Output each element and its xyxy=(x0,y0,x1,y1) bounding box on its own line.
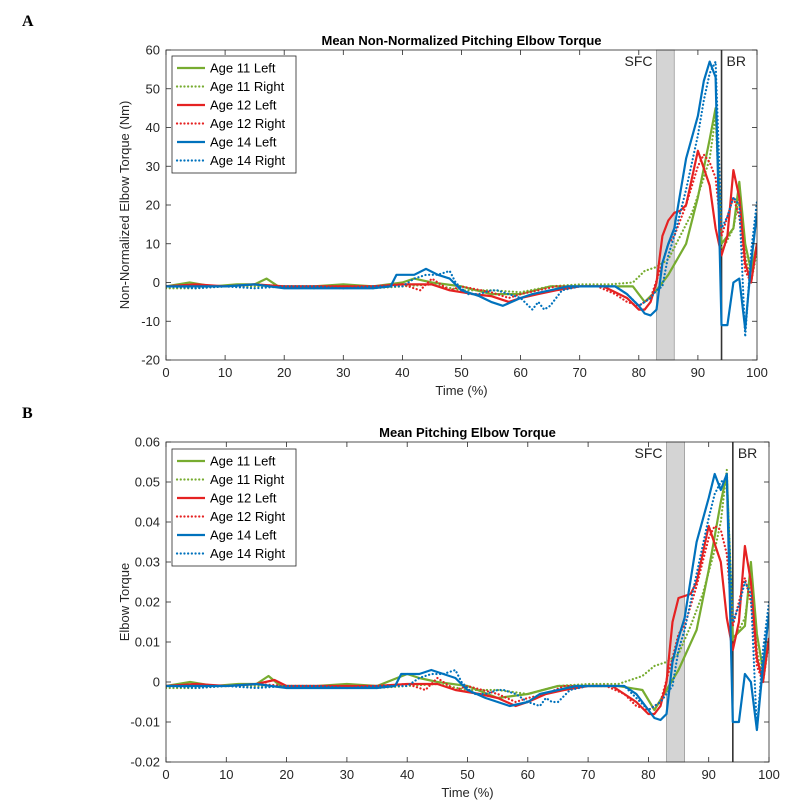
legend-entry: Age 11 Left xyxy=(210,61,276,76)
x-tick-label: 90 xyxy=(701,767,715,782)
y-tick-label: 40 xyxy=(146,120,160,135)
y-tick-label: 0.01 xyxy=(135,635,160,650)
series-line-age-14-right xyxy=(166,60,757,338)
x-tick-label: 80 xyxy=(641,767,655,782)
legend-box xyxy=(171,55,297,174)
chart-title: Mean Non-Normalized Pitching Elbow Torqu… xyxy=(322,33,602,48)
sfc-band xyxy=(666,441,685,763)
y-tick-label: 0.03 xyxy=(135,555,160,570)
y-tick-label: 0 xyxy=(153,675,160,690)
y-tick-label: 10 xyxy=(146,236,160,251)
y-axis-label: Non-Normalized Elbow Torque (Nm) xyxy=(117,101,132,310)
series-line-age-14-right xyxy=(166,476,769,732)
x-tick-label: 60 xyxy=(513,365,527,380)
y-tick-label: 60 xyxy=(146,43,160,58)
x-tick-label: 0 xyxy=(162,767,169,782)
series-line-age-14-left xyxy=(166,60,757,331)
legend-entry: Age 14 Right xyxy=(210,546,286,561)
panel-label-b: B xyxy=(22,405,33,422)
legend-entry: Age 12 Right xyxy=(210,509,286,524)
y-tick-label: -0.02 xyxy=(130,755,160,770)
legend-entry: Age 11 Right xyxy=(210,79,285,94)
x-tick-label: 100 xyxy=(758,767,780,782)
x-axis-label: Time (%) xyxy=(435,383,487,398)
x-tick-label: 30 xyxy=(340,767,354,782)
x-tick-label: 50 xyxy=(454,365,468,380)
x-tick-label: 20 xyxy=(279,767,293,782)
legend-entry: Age 12 Left xyxy=(210,98,277,113)
legend-entry: Age 11 Left xyxy=(210,454,276,469)
y-tick-label: 50 xyxy=(146,81,160,96)
y-tick-label: 20 xyxy=(146,198,160,213)
x-tick-label: 90 xyxy=(691,365,705,380)
legend-entry: Age 11 Right xyxy=(210,472,285,487)
series-line-age-14-left xyxy=(166,472,769,732)
y-tick-label: 0.04 xyxy=(135,515,160,530)
y-tick-label: 0.06 xyxy=(135,435,160,450)
y-tick-label: -20 xyxy=(141,353,160,368)
x-tick-label: 10 xyxy=(219,767,233,782)
br-label: BR xyxy=(738,445,757,461)
x-tick-label: 70 xyxy=(581,767,595,782)
sfc-label: SFC xyxy=(634,445,662,461)
br-label: BR xyxy=(727,53,746,69)
y-tick-label: -0.01 xyxy=(130,715,160,730)
legend-entry: Age 14 Left xyxy=(210,528,277,543)
y-tick-label: 0.05 xyxy=(135,475,160,490)
chart-title: Mean Pitching Elbow Torque xyxy=(379,425,556,440)
x-tick-label: 40 xyxy=(400,767,414,782)
legend-box xyxy=(171,448,297,567)
legend: Age 11 Left Age 11 Right Age 12 Left Age 12… xyxy=(171,55,297,174)
x-tick-label: 100 xyxy=(746,365,768,380)
x-tick-label: 20 xyxy=(277,365,291,380)
legend-entry: Age 14 Right xyxy=(210,153,286,168)
panel-label-a: A xyxy=(22,13,34,30)
x-tick-label: 10 xyxy=(218,365,232,380)
legend-entry: Age 12 Left xyxy=(210,491,277,506)
x-tick-label: 30 xyxy=(336,365,350,380)
legend-entry: Age 14 Left xyxy=(210,135,277,150)
legend: Age 11 Left Age 11 Right Age 12 Left Age 12… xyxy=(171,448,297,567)
x-tick-label: 0 xyxy=(162,365,169,380)
x-tick-label: 60 xyxy=(521,767,535,782)
legend-entry: Age 12 Right xyxy=(210,116,286,131)
x-axis-label: Time (%) xyxy=(441,785,493,800)
y-axis-label: Elbow Torque xyxy=(117,563,132,642)
y-tick-label: 0 xyxy=(153,275,160,290)
x-tick-label: 40 xyxy=(395,365,409,380)
x-tick-label: 70 xyxy=(572,365,586,380)
y-tick-label: -10 xyxy=(141,314,160,329)
y-tick-label: 30 xyxy=(146,159,160,174)
sfc-label: SFC xyxy=(625,53,653,69)
y-tick-label: 0.02 xyxy=(135,595,160,610)
x-tick-label: 50 xyxy=(460,767,474,782)
x-tick-label: 80 xyxy=(632,365,646,380)
